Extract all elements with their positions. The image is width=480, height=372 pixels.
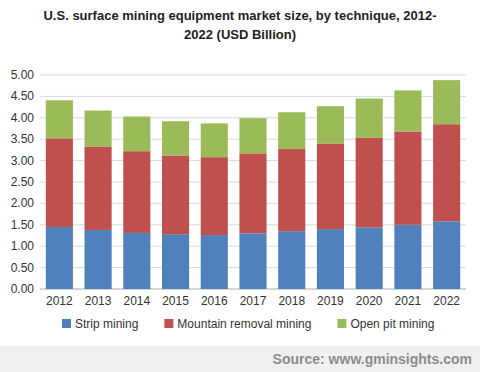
bar-segment [162, 155, 189, 234]
y-tick-label: 5.00 [11, 68, 35, 82]
bar-segment [239, 118, 266, 153]
legend-label: Strip mining [75, 317, 138, 331]
y-tick-label: 4.00 [11, 111, 35, 125]
bar-segment [356, 138, 383, 227]
legend-swatch [337, 319, 346, 328]
bar-segment [278, 112, 305, 149]
legend-label: Open pit mining [350, 317, 434, 331]
bar-segment [46, 227, 73, 289]
bar-segment [239, 153, 266, 233]
x-tick-label: 2014 [123, 294, 150, 308]
bar-segment [356, 227, 383, 289]
source-band [0, 346, 480, 372]
x-tick-label: 2016 [201, 294, 228, 308]
bar-segment [201, 235, 228, 289]
bar-segment [433, 221, 460, 289]
bar-segment [433, 124, 460, 221]
y-tick-label: 1.50 [11, 218, 35, 232]
x-tick-label: 2020 [356, 294, 383, 308]
bar-segment [123, 151, 150, 233]
bar-segment [201, 157, 228, 235]
bar-segment [278, 231, 305, 289]
bar-segment [317, 106, 344, 143]
bar-segment [162, 234, 189, 289]
bar-segment [85, 230, 112, 289]
bar-segment [394, 131, 421, 224]
bar-segment [46, 138, 73, 227]
source-text: Source: www.gminsights.com [273, 351, 472, 367]
y-tick-label: 0.00 [11, 282, 35, 296]
bar-segment [85, 146, 112, 229]
y-tick-label: 0.50 [11, 261, 35, 275]
bar-segment [123, 117, 150, 152]
chart-title: U.S. surface mining equipment market siz… [30, 6, 450, 44]
x-tick-label: 2021 [395, 294, 422, 308]
legend-swatch [164, 319, 173, 328]
bars [46, 80, 460, 289]
x-tick-label: 2012 [46, 294, 73, 308]
bar-segment [317, 229, 344, 289]
y-tick-label: 3.50 [11, 132, 35, 146]
bar-segment [433, 80, 460, 124]
chart-canvas: 0.00 0.50 1.00 1.50 2.00 2.50 3.00 3.50 4.00 4.50… [0, 0, 480, 372]
y-tick-label: 4.50 [11, 89, 35, 103]
x-tick-label: 2015 [162, 294, 189, 308]
x-tick-label: 2018 [278, 294, 305, 308]
bar-segment [239, 233, 266, 289]
bar-segment [85, 111, 112, 147]
bar-segment [201, 123, 228, 157]
x-tick-label: 2017 [240, 294, 267, 308]
x-tick-label: 2019 [317, 294, 344, 308]
y-tick-label: 1.00 [11, 239, 35, 253]
bar-segment [162, 121, 189, 155]
grid-line [40, 75, 466, 76]
legend-label: Mountain removal mining [177, 317, 311, 331]
y-tick-label: 3.00 [11, 154, 35, 168]
x-tick-label: 2013 [85, 294, 112, 308]
y-tick-label: 2.00 [11, 196, 35, 210]
bar-segment [278, 149, 305, 231]
y-tick-label: 2.50 [11, 175, 35, 189]
bar-segment [394, 225, 421, 289]
x-tick-label: 2022 [433, 294, 460, 308]
legend-swatch [62, 319, 71, 328]
bar-segment [394, 90, 421, 131]
bar-segment [356, 99, 383, 138]
bar-segment [123, 233, 150, 289]
bar-segment [46, 100, 73, 138]
bar-segment [317, 143, 344, 229]
